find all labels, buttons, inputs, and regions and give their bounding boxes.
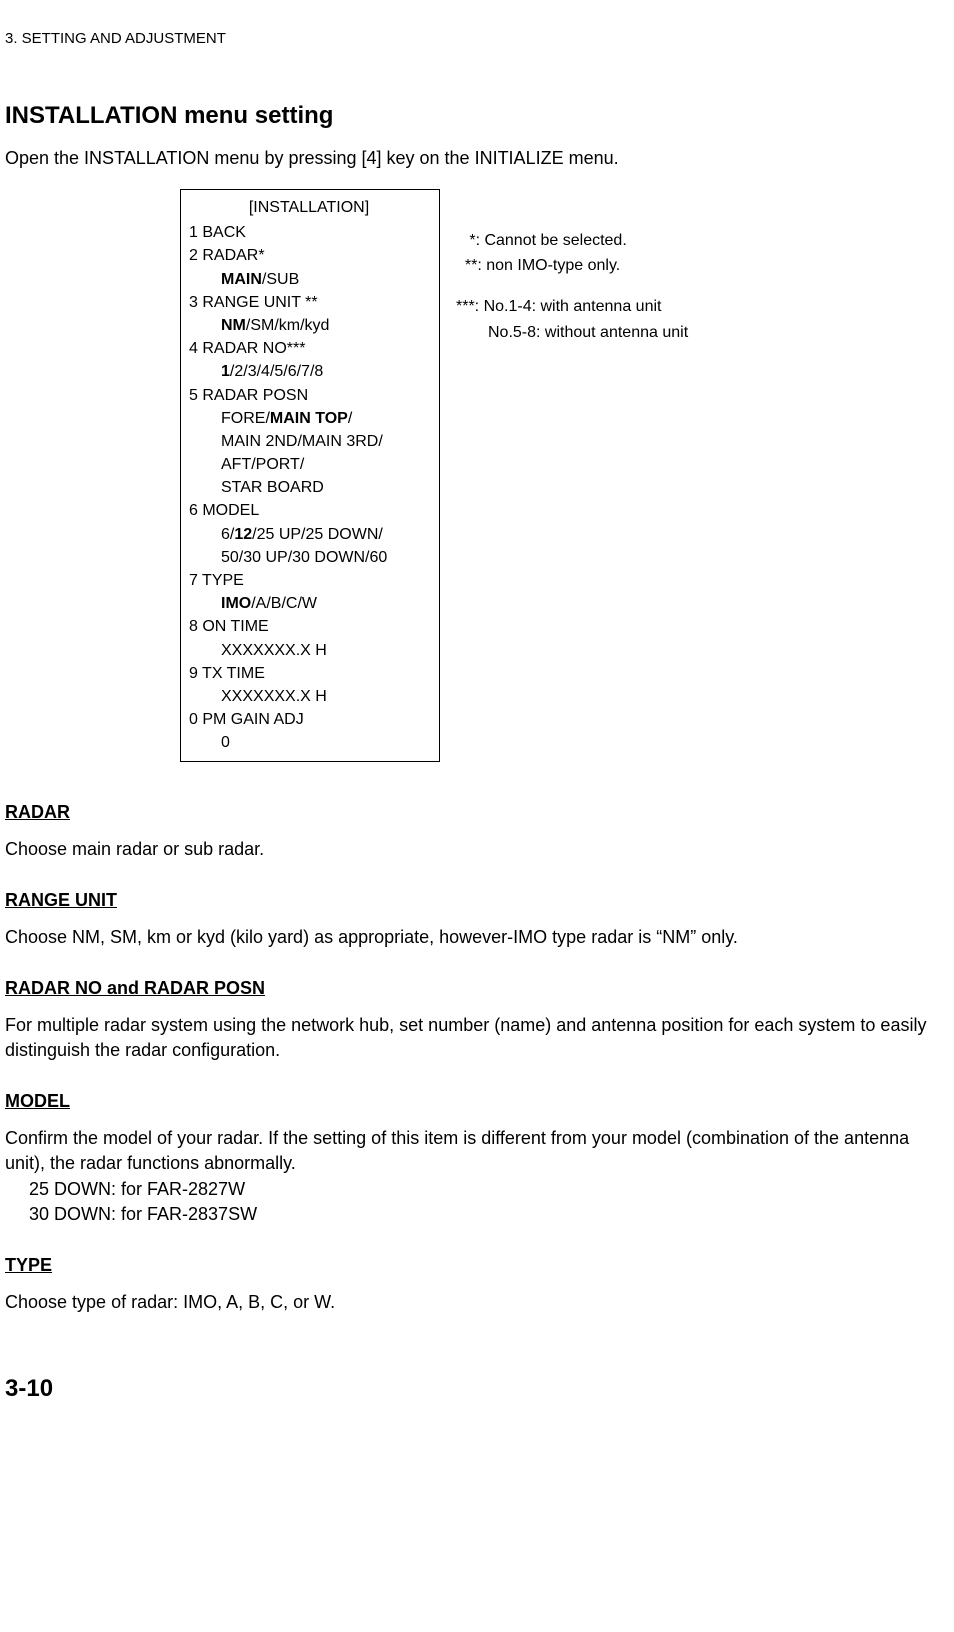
model-body-text: Confirm the model of your radar. If the … — [5, 1128, 909, 1173]
menu-item-pm-gain: 0 PM GAIN ADJ — [189, 708, 429, 731]
menu-title: [INSTALLATION] — [189, 196, 429, 219]
note-triple-star-sub: No.5-8: without antenna unit — [456, 321, 688, 344]
menu-item-model-opts2: 50/30 UP/30 DOWN/60 — [189, 546, 429, 569]
subsection-radar-no-body: For multiple radar system using the netw… — [5, 1013, 954, 1063]
installation-menu-box: [INSTALLATION] 1 BACK 2 RADAR* MAIN/SUB … — [180, 189, 440, 762]
menu-item-range-unit: 3 RANGE UNIT ** — [189, 291, 429, 314]
subsection-type-body: Choose type of radar: IMO, A, B, C, or W… — [5, 1290, 954, 1315]
menu-item-type: 7 TYPE — [189, 569, 429, 592]
subsection-radar-no-title: RADAR NO and RADAR POSN — [5, 978, 954, 999]
menu-item-radar: 2 RADAR* — [189, 244, 429, 267]
model-line1: 25 DOWN: for FAR-2827W — [5, 1177, 245, 1202]
menu-item-tx-time-val: XXXXXXX.X H — [189, 685, 429, 708]
notes-column: *: Cannot be selected. **: non IMO-type … — [456, 189, 688, 346]
subsection-type-title: TYPE — [5, 1255, 954, 1276]
menu-region: [INSTALLATION] 1 BACK 2 RADAR* MAIN/SUB … — [180, 189, 954, 762]
subsection-range-unit-body: Choose NM, SM, km or kyd (kilo yard) as … — [5, 925, 954, 950]
menu-item-pm-gain-val: 0 — [189, 731, 429, 754]
menu-item-radar-posn-opts3: AFT/PORT/ — [189, 453, 429, 476]
subsection-model-title: MODEL — [5, 1091, 954, 1112]
subsection-radar-title: RADAR — [5, 802, 954, 823]
menu-item-on-time: 8 ON TIME — [189, 615, 429, 638]
menu-item-tx-time: 9 TX TIME — [189, 662, 429, 685]
menu-item-radar-posn-opts1: FORE/MAIN TOP/ — [189, 407, 429, 430]
menu-item-radar-posn-opts2: MAIN 2ND/MAIN 3RD/ — [189, 430, 429, 453]
menu-item-type-opts: IMO/A/B/C/W — [189, 592, 429, 615]
subsection-model-body: Confirm the model of your radar. If the … — [5, 1126, 954, 1227]
section-title: INSTALLATION menu setting — [5, 102, 954, 130]
subsection-radar-body: Choose main radar or sub radar. — [5, 837, 954, 862]
menu-item-on-time-val: XXXXXXX.X H — [189, 639, 429, 662]
menu-item-radar-opts: MAIN/SUB — [189, 268, 429, 291]
subsection-range-unit-title: RANGE UNIT — [5, 890, 954, 911]
menu-item-radar-posn: 5 RADAR POSN — [189, 384, 429, 407]
note-triple-star: ***: No.1-4: with antenna unit — [456, 295, 688, 318]
menu-item-radar-no-opts: 1/2/3/4/5/6/7/8 — [189, 360, 429, 383]
page-header: 3. SETTING AND ADJUSTMENT — [5, 30, 954, 47]
menu-item-radar-posn-opts4: STAR BOARD — [189, 476, 429, 499]
menu-item-back: 1 BACK — [189, 221, 429, 244]
note-single-star: *: Cannot be selected. — [456, 229, 688, 252]
page-number: 3-10 — [5, 1375, 954, 1403]
menu-item-model: 6 MODEL — [189, 499, 429, 522]
menu-item-model-opts1: 6/12/25 UP/25 DOWN/ — [189, 523, 429, 546]
menu-item-range-unit-opts: NM/SM/km/kyd — [189, 314, 429, 337]
menu-item-radar-no: 4 RADAR NO*** — [189, 337, 429, 360]
model-line2: 30 DOWN: for FAR-2837SW — [5, 1202, 257, 1227]
intro-text: Open the INSTALLATION menu by pressing [… — [5, 148, 954, 169]
note-double-star: **: non IMO-type only. — [456, 254, 688, 277]
